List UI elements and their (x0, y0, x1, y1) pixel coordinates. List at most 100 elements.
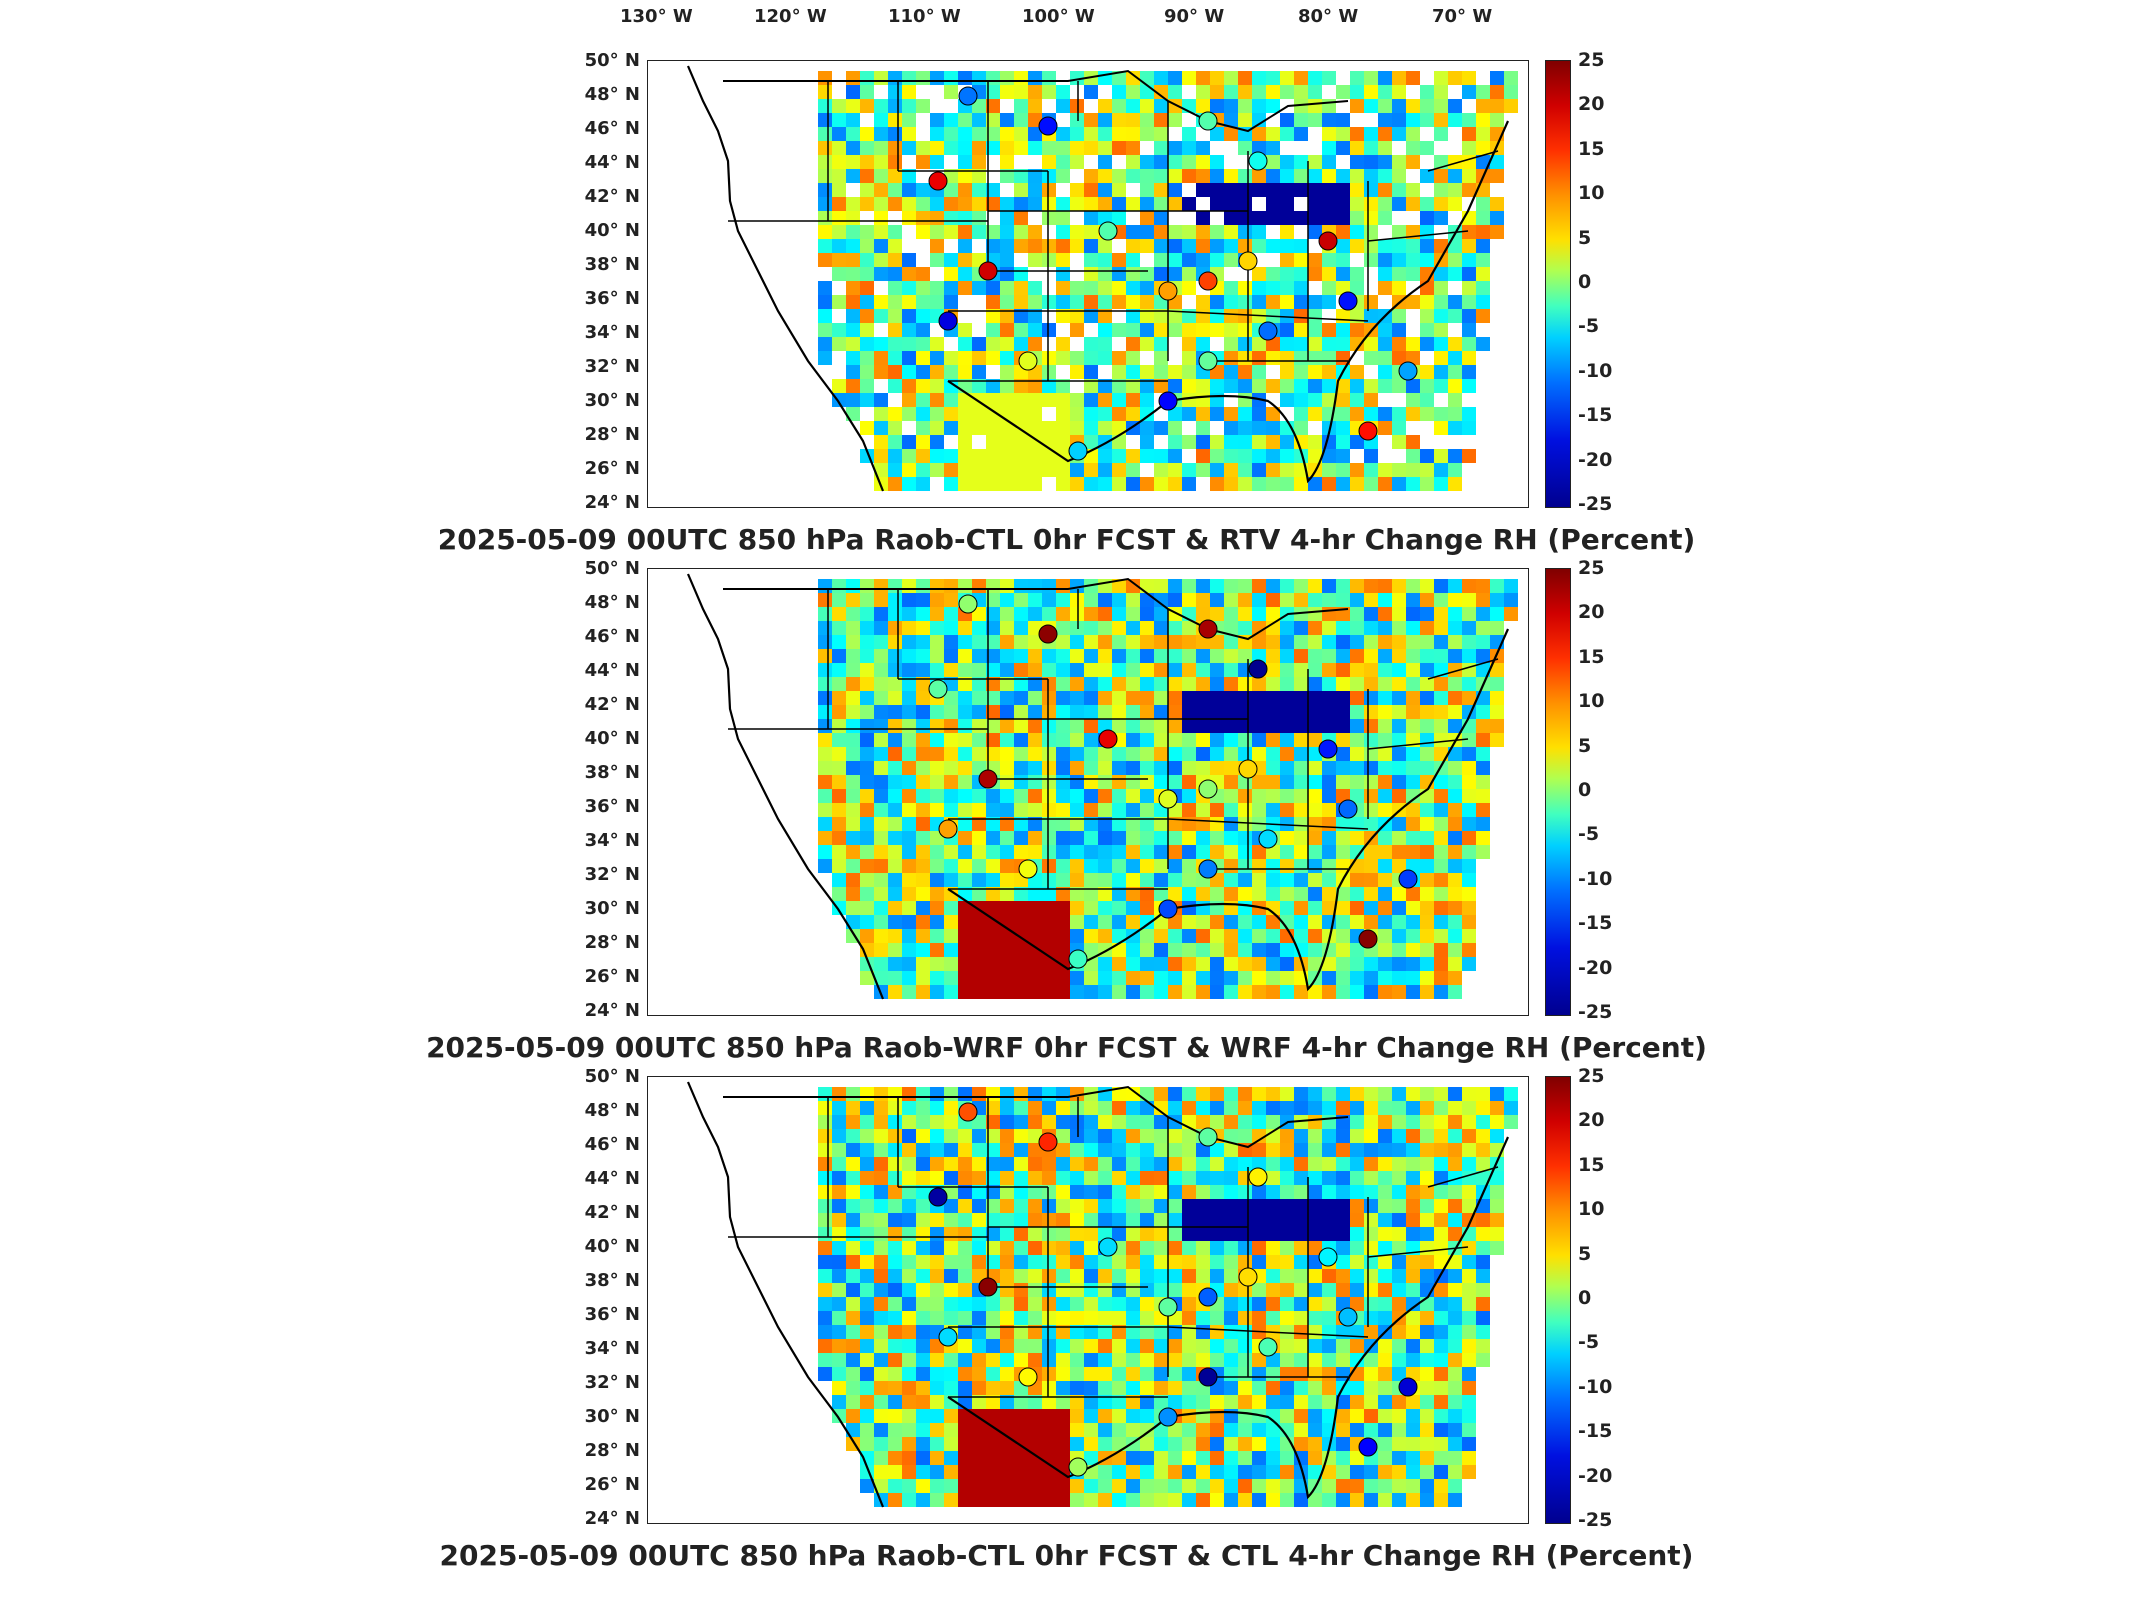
rh-field-cell (1084, 635, 1098, 649)
state-boundary (1427, 658, 1499, 680)
rh-field-cell (1070, 691, 1084, 705)
rh-field-cell (916, 1395, 930, 1409)
rh-field-cell (902, 845, 916, 859)
rh-field-cell (916, 463, 930, 477)
rh-field-cell (1168, 379, 1182, 393)
rh-field-cell (1042, 1171, 1056, 1185)
rh-field-cell (1364, 957, 1378, 971)
rh-field-cell (1196, 1493, 1210, 1507)
rh-field-cell (1154, 747, 1168, 761)
rh-field-cell (1392, 267, 1406, 281)
rh-field-cell (832, 239, 846, 253)
rh-field-cell (1224, 1241, 1238, 1255)
rh-field-cell (902, 635, 916, 649)
rh-field-cell (874, 803, 888, 817)
rh-field-cell (1196, 449, 1210, 463)
rh-field-cell (972, 127, 986, 141)
rh-field-cell (972, 691, 986, 705)
rh-field-cell (1294, 663, 1308, 677)
rh-field-cell (860, 929, 874, 943)
rh-field-cell (1182, 1339, 1196, 1353)
rh-field-cell (1322, 71, 1336, 85)
rh-field-cell (1266, 85, 1280, 99)
rh-field-cell (1028, 435, 1042, 449)
rh-field-cell (1014, 677, 1028, 691)
rh-field-cell (1378, 1297, 1392, 1311)
rh-field-cell (972, 1143, 986, 1157)
rh-field-cell (1364, 1367, 1378, 1381)
rh-field-cell (1336, 337, 1350, 351)
state-boundary (1367, 1246, 1469, 1258)
raob-station-marker (1318, 231, 1338, 251)
rh-field-cell (1252, 803, 1266, 817)
rh-field-cell (1336, 1493, 1350, 1507)
rh-field-cell (1392, 99, 1406, 113)
rh-field-cell (1336, 929, 1350, 943)
lat-label: 44° N (584, 1168, 640, 1189)
rh-field-cell (1224, 845, 1238, 859)
rh-field-cell (1336, 663, 1350, 677)
rh-field-cell (1210, 99, 1224, 113)
rh-field-cell (902, 929, 916, 943)
rh-field-cell (1490, 113, 1504, 127)
rh-field-cell (1056, 1381, 1070, 1395)
rh-field-cell (1168, 747, 1182, 761)
rh-field-cell (874, 1227, 888, 1241)
rh-field-cell (874, 1395, 888, 1409)
rh-field-cell (1210, 1143, 1224, 1157)
rh-field-cell (972, 1199, 986, 1213)
rh-field-cell (930, 915, 944, 929)
rh-field-cell (846, 1227, 860, 1241)
rh-field-cell (972, 733, 986, 747)
rh-field-cell (1336, 169, 1350, 183)
rh-field-cell (1154, 1199, 1168, 1213)
rh-field-cell (1182, 635, 1196, 649)
rh-field-cell (1070, 1143, 1084, 1157)
rh-field-cell (1434, 113, 1448, 127)
rh-field-cell (832, 1115, 846, 1129)
rh-field-cell (1000, 943, 1014, 957)
rh-field-cell (1042, 1367, 1056, 1381)
rh-field-cell (916, 477, 930, 491)
rh-field-cell (1014, 747, 1028, 761)
rh-field-cell (818, 733, 832, 747)
rh-field-cell (1238, 85, 1252, 99)
rh-field-cell (1392, 1269, 1406, 1283)
rh-field-cell (1168, 407, 1182, 421)
rh-field-cell (1434, 337, 1448, 351)
lon-label: 70° W (1432, 6, 1493, 27)
rh-field-cell (1350, 323, 1364, 337)
rh-field-cell (1224, 593, 1238, 607)
rh-field-cell (1308, 1283, 1322, 1297)
rh-field-cell (1378, 183, 1392, 197)
rh-field-cell (1406, 957, 1420, 971)
rh-field-cell (1420, 1241, 1434, 1255)
colorbar-tick-label: 5 (1578, 226, 1592, 249)
rh-field-cell (1238, 1115, 1252, 1129)
rh-field-cell (1098, 1269, 1112, 1283)
rh-field-cell (1252, 337, 1266, 351)
colorbar-tick-label: 25 (1578, 557, 1605, 579)
rh-field-cell (1322, 607, 1336, 621)
rh-field-cell (1364, 593, 1378, 607)
rh-field-cell (832, 1339, 846, 1353)
rh-field-cell (1084, 267, 1098, 281)
rh-field-cell (1308, 1115, 1322, 1129)
rh-field-cell (1098, 1381, 1112, 1395)
rh-field-cell (986, 435, 1000, 449)
rh-field-cell (902, 1227, 916, 1241)
rh-field-cell (1084, 1241, 1098, 1255)
rh-field-cell (902, 407, 916, 421)
state-boundary (1367, 738, 1469, 750)
rh-field-cell (1476, 309, 1490, 323)
rh-field-cell (1126, 775, 1140, 789)
rh-field-cell (888, 957, 902, 971)
rh-field-cell (874, 789, 888, 803)
rh-field-cell (1000, 155, 1014, 169)
rh-field-cell (1252, 649, 1266, 663)
rh-field-cell (944, 295, 958, 309)
rh-field-cell (1252, 99, 1266, 113)
rh-field-cell (1126, 873, 1140, 887)
rh-field-cell (1098, 635, 1112, 649)
rh-field-cell (1112, 1213, 1126, 1227)
